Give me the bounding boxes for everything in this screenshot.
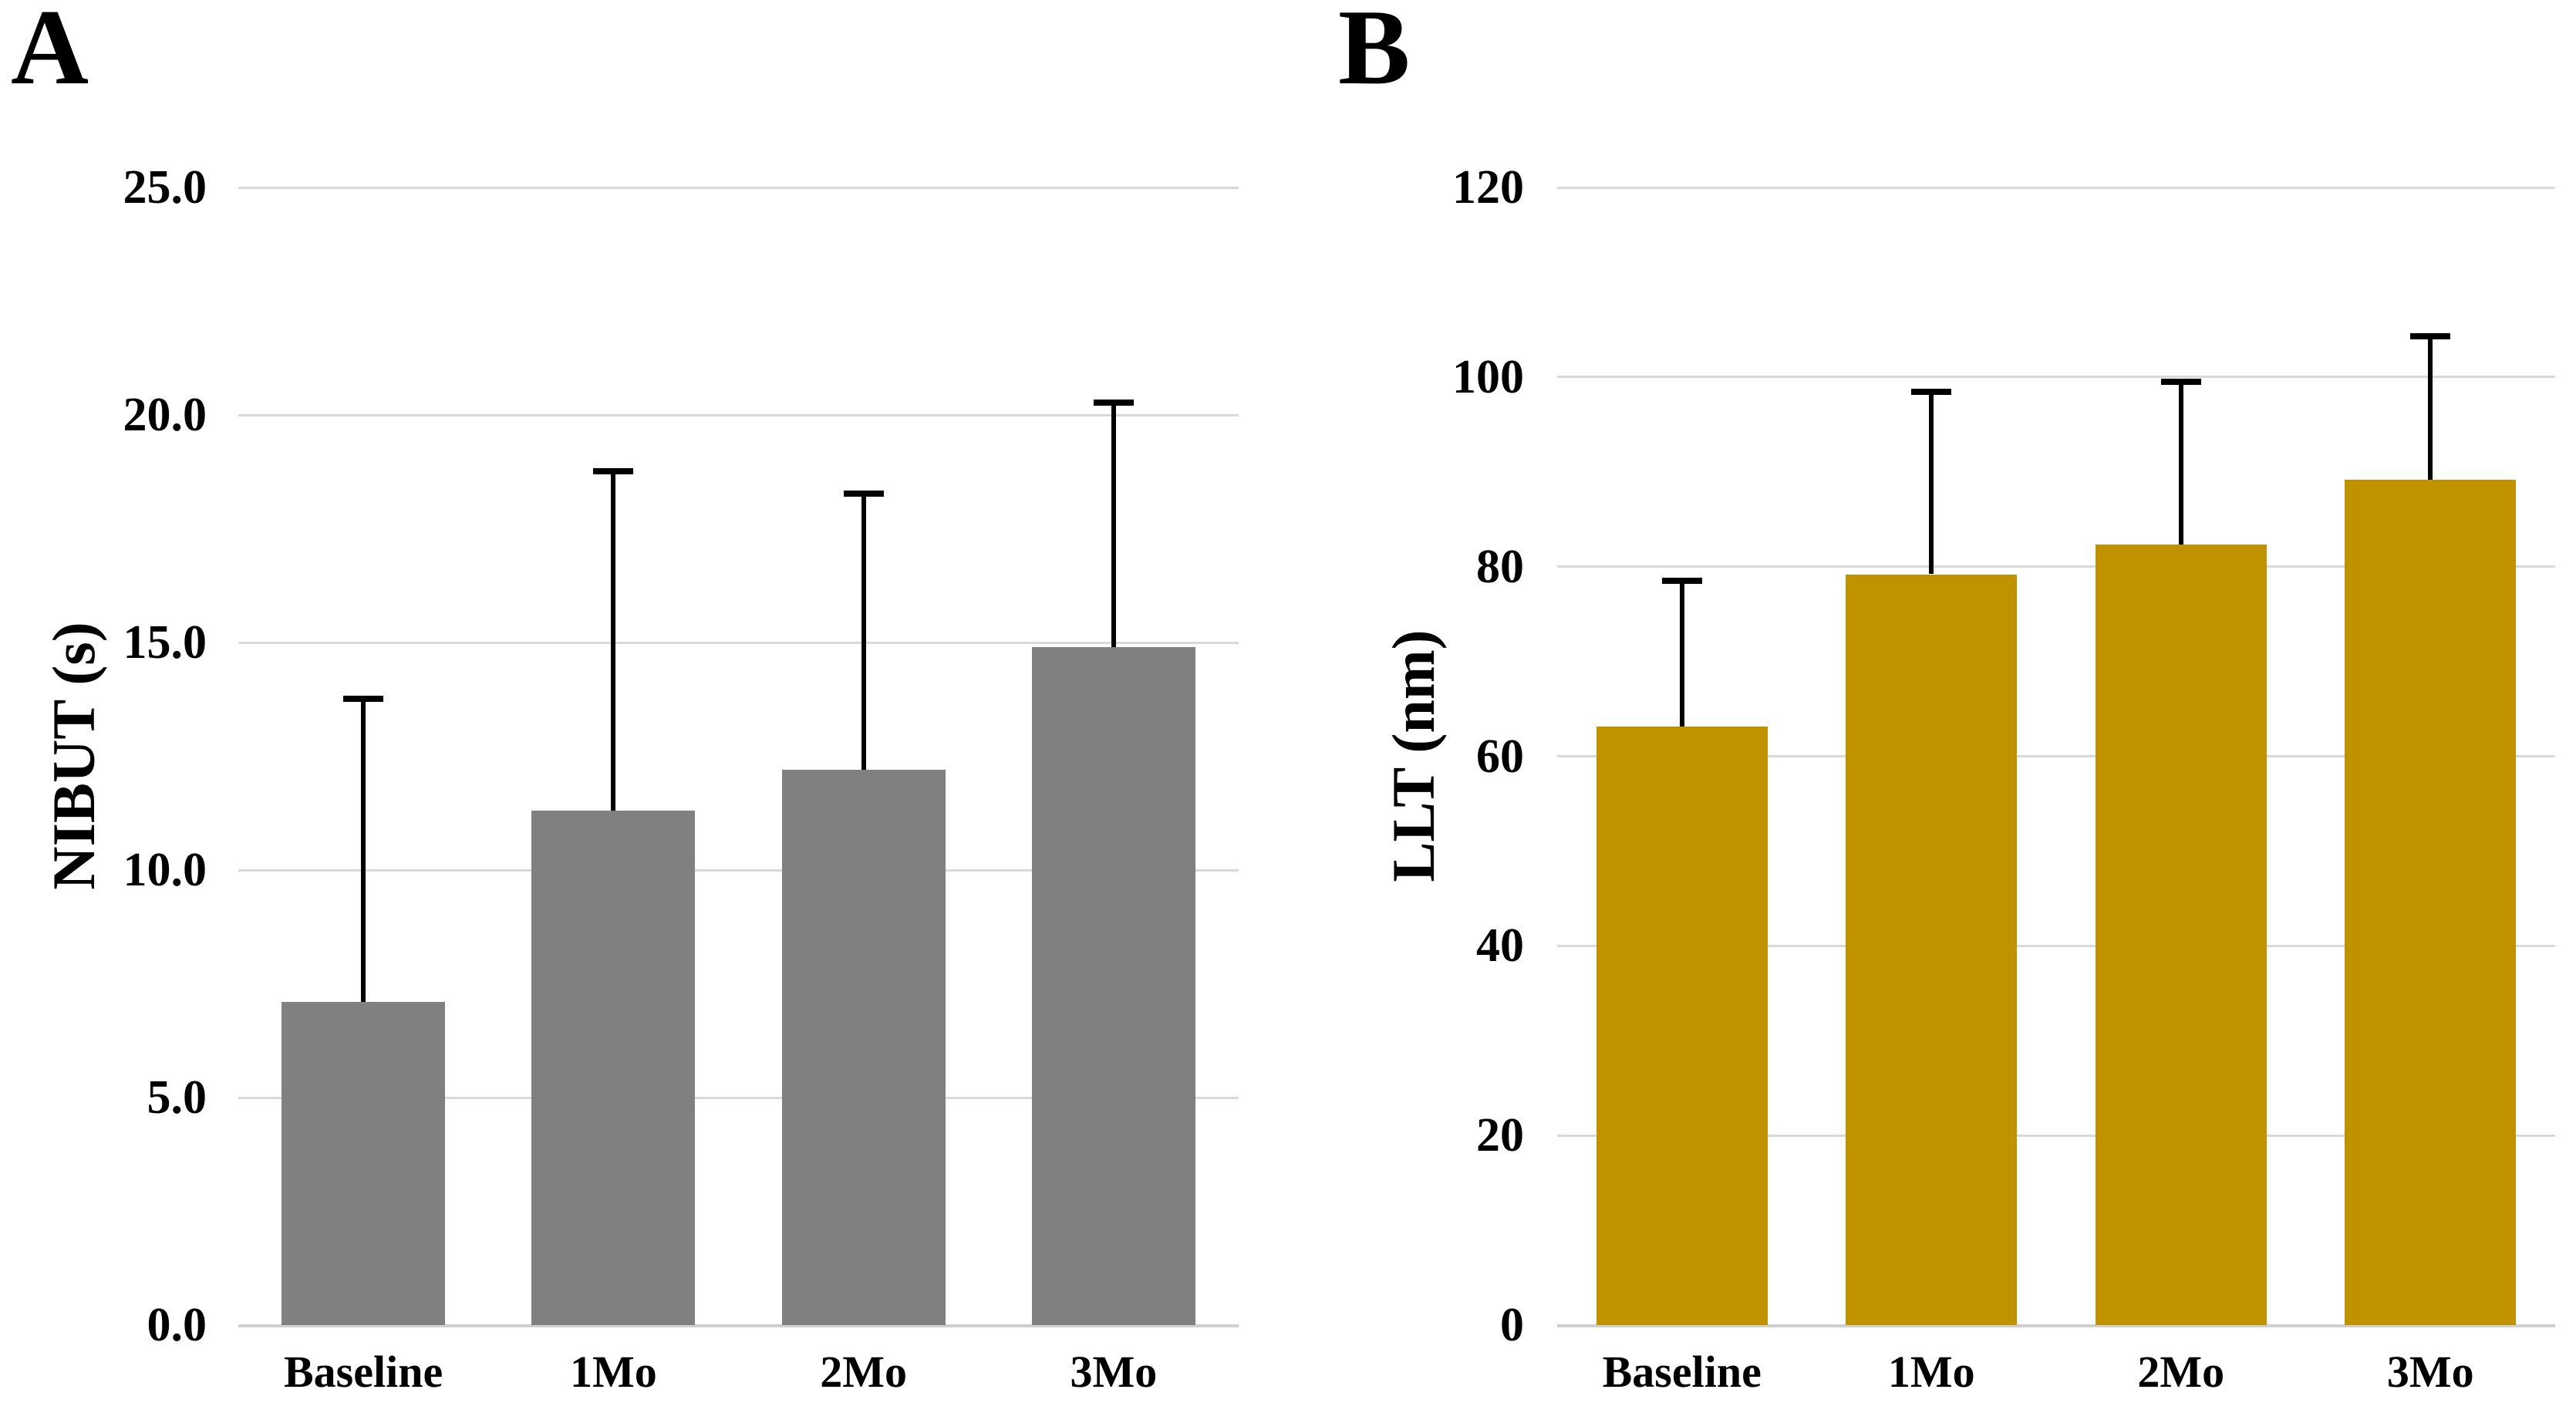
error-bar-1mo <box>1929 390 1934 575</box>
gridline <box>238 186 1239 189</box>
gridline <box>1557 944 2555 947</box>
y-tick-label: 0.0 <box>147 1299 207 1351</box>
error-bar-baseline <box>1679 578 1684 727</box>
error-bar-cap-baseline <box>1661 577 1702 584</box>
bar-3mo <box>2345 479 2517 1325</box>
y-tick-label: 20 <box>1476 1109 1524 1162</box>
error-bar-baseline <box>361 696 366 1003</box>
y-tick-label: 40 <box>1476 919 1524 973</box>
bar-3mo <box>1031 646 1195 1325</box>
bar-2mo <box>2095 545 2267 1325</box>
gridline <box>238 641 1239 644</box>
gridline <box>1557 565 2555 568</box>
error-bar-cap-1mo <box>1911 389 1952 396</box>
y-tick-label: 80 <box>1476 540 1524 593</box>
gridline <box>1557 186 2555 189</box>
x-tick-label-baseline: Baseline <box>284 1347 443 1397</box>
bar-2mo <box>781 770 946 1325</box>
error-bar-2mo <box>861 492 866 771</box>
x-tick-label-2mo: 2Mo <box>820 1347 907 1397</box>
y-tick-label: 5.0 <box>147 1071 207 1124</box>
gridline <box>238 413 1239 416</box>
error-bar-cap-1mo <box>593 467 634 474</box>
panel-b-letter: B <box>1338 0 1411 107</box>
y-tick-label: 100 <box>1452 350 1524 403</box>
bar-baseline <box>1596 727 1768 1325</box>
gridline <box>238 868 1239 872</box>
error-bar-cap-2mo <box>843 491 884 497</box>
error-bar-cap-2mo <box>2160 378 2201 385</box>
gridline <box>1557 755 2555 757</box>
x-tick-label-1mo: 1Mo <box>570 1347 657 1397</box>
bar-1mo <box>1846 574 2018 1325</box>
error-bar-cap-3mo <box>2410 332 2451 339</box>
x-tick-label-3mo: 3Mo <box>2386 1347 2474 1397</box>
y-tick-label: 10.0 <box>123 844 207 896</box>
x-axis-line <box>238 1324 1239 1327</box>
error-bar-3mo <box>1111 401 1116 647</box>
y-tick-label: 15.0 <box>123 616 207 669</box>
y-tick-label: 0 <box>1500 1299 1524 1351</box>
gridline <box>1557 376 2555 379</box>
y-tick-label: 120 <box>1452 161 1524 214</box>
y-tick-label: 60 <box>1476 730 1524 783</box>
y-tick-label: 20.0 <box>123 389 207 441</box>
panel-a-letter: A <box>11 0 89 107</box>
error-bar-3mo <box>2428 334 2433 480</box>
bar-1mo <box>531 811 696 1325</box>
y-tick-label: 25.0 <box>123 161 207 214</box>
error-bar-1mo <box>611 469 616 811</box>
x-tick-label-1mo: 1Mo <box>1887 1347 1975 1397</box>
error-bar-cap-baseline <box>343 695 384 702</box>
x-axis-line <box>1557 1324 2555 1327</box>
x-tick-label-2mo: 2Mo <box>2137 1347 2225 1397</box>
error-bar-cap-3mo <box>1093 400 1134 406</box>
x-tick-label-3mo: 3Mo <box>1070 1347 1158 1397</box>
x-tick-label-baseline: Baseline <box>1602 1347 1762 1397</box>
gridline <box>1557 1134 2555 1137</box>
error-bar-2mo <box>2178 379 2183 545</box>
gridline <box>238 1096 1239 1099</box>
bar-baseline <box>282 1002 446 1325</box>
